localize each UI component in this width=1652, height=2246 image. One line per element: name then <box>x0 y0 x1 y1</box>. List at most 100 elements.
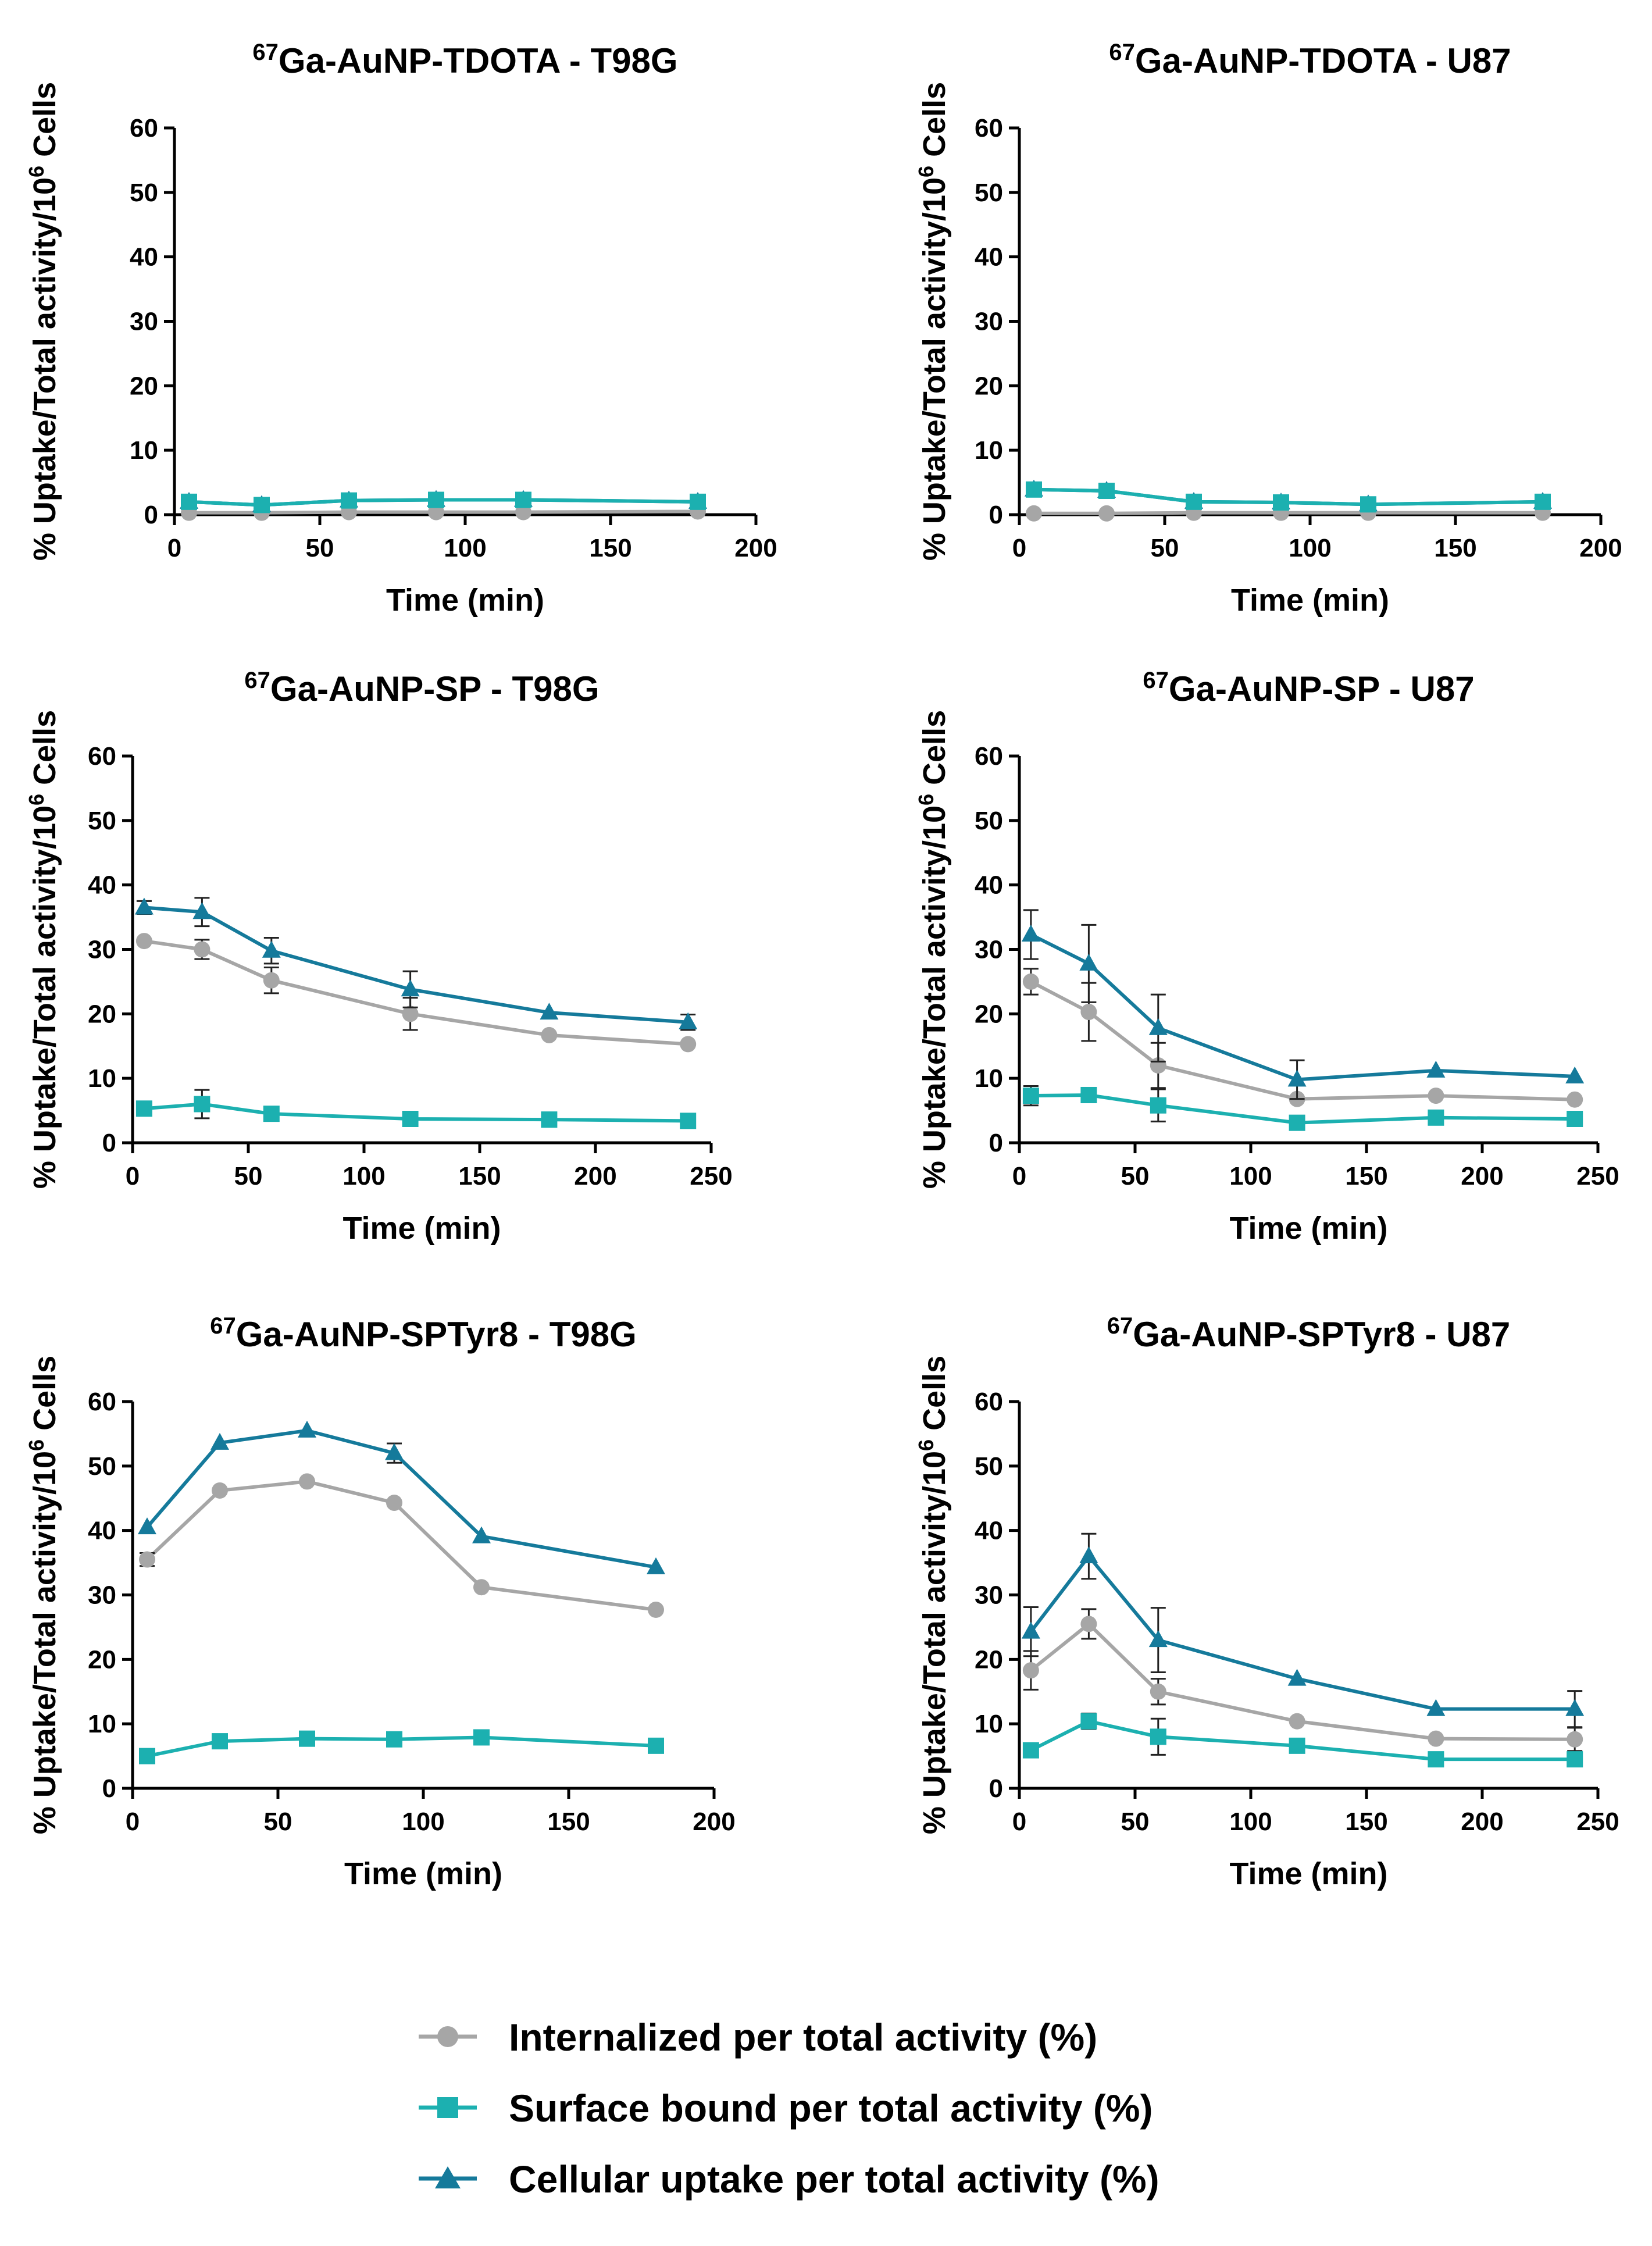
chart-title-text: Ga-AuNP-SPTyr8 - U87 <box>1133 1315 1510 1354</box>
data-point-cellular <box>1565 1699 1585 1716</box>
data-point-cellular <box>401 979 420 997</box>
x-tick-label: 150 <box>458 1162 501 1190</box>
y-axis-title-superscript: 6 <box>24 794 48 805</box>
y-axis-title-text: % Uptake/Total activity/10 <box>917 177 952 561</box>
data-point-surface <box>1022 1742 1039 1759</box>
data-point-cellular <box>192 902 212 919</box>
data-point-surface <box>194 1096 210 1113</box>
legend-marker-triangle <box>435 2166 461 2188</box>
y-tick-label: 40 <box>88 1517 116 1545</box>
series-line-cellular <box>145 1428 656 1569</box>
legend-item-cellular: Cellular uptake per total activity (%) <box>419 2158 1159 2201</box>
x-tick-label: 200 <box>734 534 777 562</box>
series-line-surface <box>147 1735 656 1758</box>
x-axis-title: Time (min) <box>1229 1211 1387 1246</box>
data-point-cellular <box>298 1420 316 1438</box>
series-surface <box>135 1089 697 1129</box>
data-point-surface <box>680 1113 697 1129</box>
chart-title-text: Ga-AuNP-SP - T98G <box>270 669 600 708</box>
series-line-surface <box>188 498 698 507</box>
chart-panel-4: 67Ga-AuNP-SP - U87 0 10 20 30 40 50 60 0 50 100 150… <box>914 668 1619 1246</box>
data-point-internalized <box>212 1482 228 1499</box>
data-point-cellular <box>679 1012 698 1029</box>
data-point-internalized <box>402 1006 419 1022</box>
series-surface <box>1026 481 1551 513</box>
data-point-surface <box>428 491 444 508</box>
data-point-internalized <box>541 1026 558 1043</box>
y-axis-title-superscript: 6 <box>24 166 48 177</box>
data-point-cellular <box>1079 953 1098 971</box>
data-point-cellular <box>210 1432 229 1450</box>
y-axis-title-suffix: Cells <box>27 1356 62 1439</box>
legend: Internalized per total activity (%) Surf… <box>419 2016 1159 2201</box>
data-point-internalized <box>680 1036 697 1053</box>
data-point-surface <box>1567 1110 1583 1127</box>
data-point-surface <box>1567 1751 1583 1768</box>
y-tick-label: 50 <box>88 807 116 835</box>
x-tick-label: 50 <box>234 1162 263 1190</box>
y-tick-label: 60 <box>130 114 158 142</box>
chart-title: 67Ga-AuNP-SPTyr8 - U87 <box>1107 1313 1511 1354</box>
y-axis-title: % Uptake/Total activity/106 Cells <box>24 710 63 1189</box>
series-line-surface <box>1030 1719 1575 1762</box>
chart-title-text: Ga-AuNP-SP - U87 <box>1169 669 1475 708</box>
data-point-surface <box>1535 493 1551 510</box>
data-point-surface <box>1022 1088 1039 1104</box>
data-point-internalized <box>515 504 531 520</box>
series-line-internalized <box>189 509 698 515</box>
y-tick-label: 40 <box>88 871 116 900</box>
series-surface <box>181 491 706 514</box>
data-point-cellular <box>1021 1621 1040 1639</box>
chart-title-superscript: 67 <box>210 1313 236 1339</box>
chart-panel-6: 67Ga-AuNP-SPTyr8 - U87 0 10 20 30 40 50 60 0 50 10… <box>914 1313 1619 1891</box>
y-tick-label: 20 <box>88 1000 116 1028</box>
y-tick-label: 30 <box>88 936 116 964</box>
x-axis-title: Time (min) <box>344 1856 502 1891</box>
data-point-internalized <box>299 1473 315 1490</box>
y-axis-title-suffix: Cells <box>917 82 952 166</box>
chart-title-superscript: 67 <box>252 40 279 65</box>
y-tick-label: 0 <box>989 501 1003 529</box>
y-tick-label: 10 <box>975 1064 1003 1093</box>
y-axis-title: % Uptake/Total activity/106 Cells <box>914 82 952 561</box>
data-point-cellular <box>1565 1066 1585 1083</box>
data-point-cellular <box>262 940 281 958</box>
x-tick-label: 100 <box>1289 534 1331 562</box>
y-tick-label: 0 <box>102 1774 116 1803</box>
chart-panel-2: 67Ga-AuNP-TDOTA - U87 0 10 20 30 40 50 60 0 50 100… <box>914 40 1622 618</box>
chart-title-text: Ga-AuNP-SPTyr8 - T98G <box>236 1315 637 1354</box>
data-point-surface <box>1273 494 1289 511</box>
y-tick-label: 10 <box>88 1710 116 1738</box>
series-internalized <box>1022 1608 1583 1752</box>
data-point-cellular <box>1079 1546 1098 1563</box>
data-point-surface <box>139 1748 155 1764</box>
data-point-internalized <box>1567 1091 1583 1108</box>
chart-title: 67Ga-AuNP-SP - U87 <box>1143 668 1474 708</box>
series-line-cellular <box>144 905 688 1024</box>
x-tick-label: 150 <box>1345 1808 1387 1836</box>
y-tick-label: 30 <box>975 936 1003 964</box>
data-point-cellular <box>1426 1060 1446 1078</box>
data-point-surface <box>541 1111 558 1128</box>
data-point-internalized <box>1567 1731 1583 1748</box>
legend-label-internalized: Internalized per total activity (%) <box>509 2016 1097 2059</box>
legend-item-internalized: Internalized per total activity (%) <box>419 2016 1097 2059</box>
data-point-surface <box>515 491 531 508</box>
data-point-surface <box>1150 1097 1166 1114</box>
data-point-internalized <box>1080 1616 1097 1632</box>
data-point-surface <box>1080 1713 1097 1730</box>
chart-panel-3: 67Ga-AuNP-SP - T98G 0 10 20 30 40 50 60 0 50 100 15… <box>24 668 733 1246</box>
x-axis-title: Time (min) <box>1229 1856 1387 1891</box>
series-cellular <box>1021 909 1585 1100</box>
series-internalized <box>135 933 697 1053</box>
data-point-cellular <box>1021 925 1040 942</box>
y-tick-label: 10 <box>130 436 158 465</box>
data-point-surface <box>341 492 357 509</box>
data-point-internalized <box>1150 1683 1166 1700</box>
x-axis-title: Time (min) <box>386 583 544 618</box>
x-tick-label: 100 <box>342 1162 385 1190</box>
chart-title-text: Ga-AuNP-TDOTA - U87 <box>1135 41 1511 80</box>
x-tick-label: 250 <box>1576 1808 1619 1836</box>
y-tick-label: 10 <box>88 1064 116 1093</box>
